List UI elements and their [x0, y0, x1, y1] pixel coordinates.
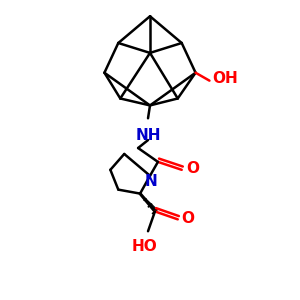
Text: O: O: [187, 161, 200, 176]
Text: OH: OH: [212, 71, 238, 86]
Text: HO: HO: [131, 239, 157, 254]
Text: NH: NH: [135, 128, 161, 143]
Text: O: O: [182, 211, 195, 226]
Text: N: N: [145, 174, 158, 189]
